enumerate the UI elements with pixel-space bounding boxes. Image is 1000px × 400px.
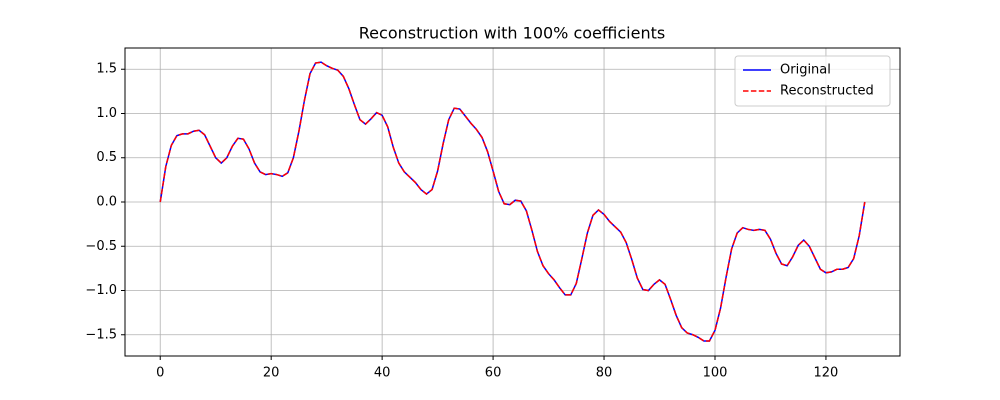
y-tick-label: 1.0 [96,106,117,121]
legend-box [734,55,891,107]
x-tick-label: 0 [156,366,164,381]
y-tick-label: 0.0 [96,195,117,210]
axes-frame [124,47,901,357]
legend-label: Original [780,63,831,78]
y-tick-label: 0.5 [96,150,117,165]
y-tick-label: −1.5 [85,327,117,342]
line-series [159,61,866,342]
x-tick-label: 100 [703,366,728,381]
x-tick-label: 20 [263,366,280,381]
x-tick-label: 80 [596,366,613,381]
legend-label: Reconstructed [780,84,874,99]
y-tick-label: 1.5 [96,62,117,77]
x-tick-label: 120 [814,366,839,381]
x-tick-label: 40 [374,366,391,381]
x-tick-label: 60 [485,366,502,381]
chart-title: Reconstruction with 100% coefficients [359,24,665,43]
y-tick-label: −0.5 [85,239,117,254]
y-tick-label: −1.0 [85,283,117,298]
